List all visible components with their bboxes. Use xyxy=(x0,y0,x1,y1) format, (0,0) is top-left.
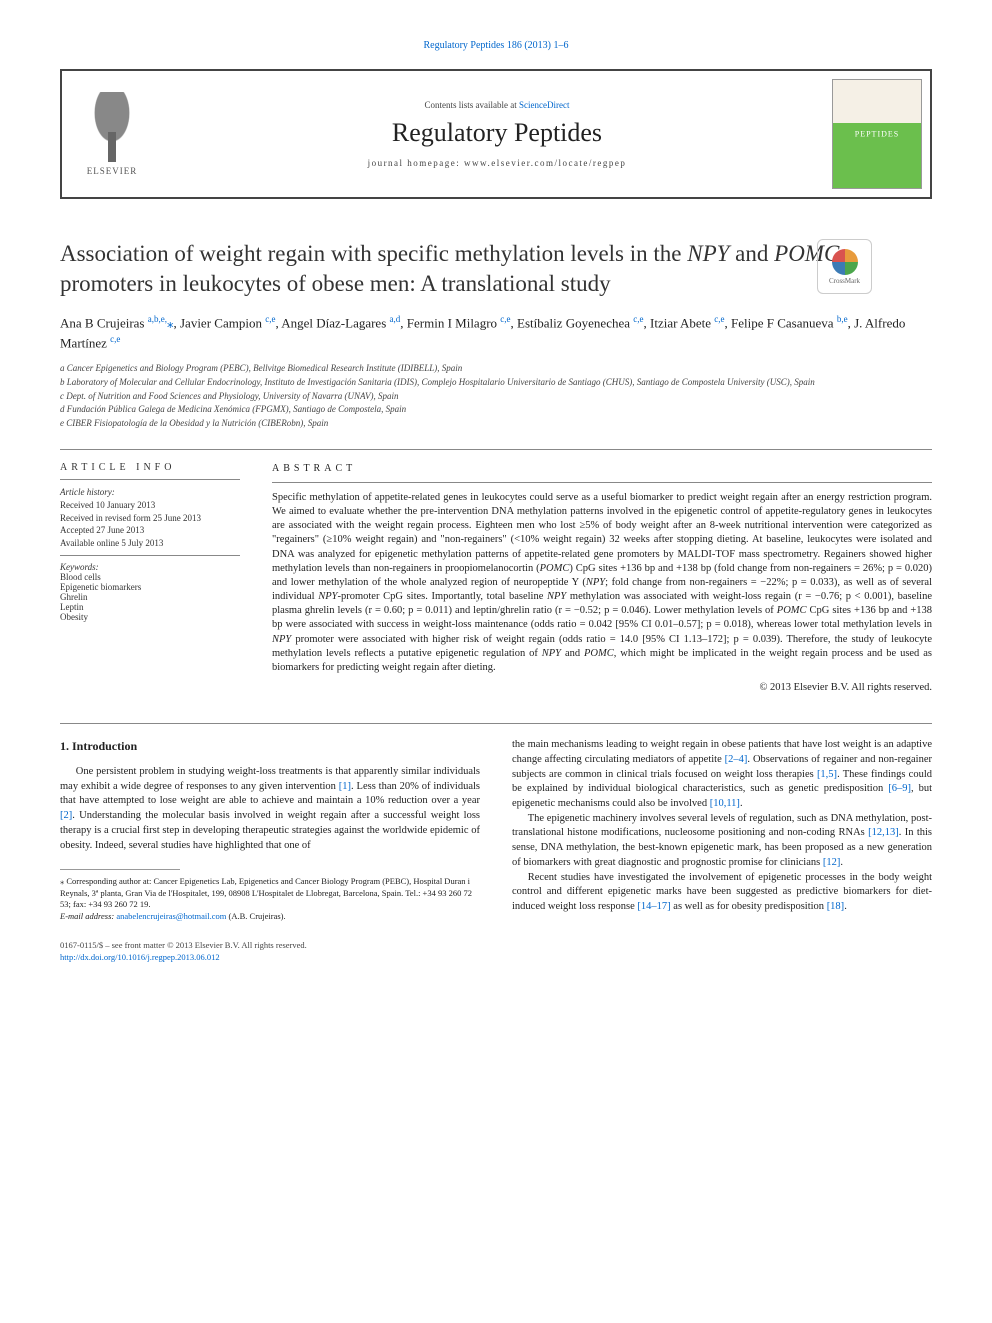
ref-link[interactable]: [2] xyxy=(60,810,72,821)
ref-link[interactable]: [12] xyxy=(823,857,841,868)
journal-homepage: journal homepage: www.elsevier.com/locat… xyxy=(162,158,832,168)
history-line: Available online 5 July 2013 xyxy=(60,537,240,550)
article-info: ARTICLE INFO Article history: Received 1… xyxy=(60,462,240,695)
abstract-heading: ABSTRACT xyxy=(272,462,932,483)
bottom-bar: 0167-0115/$ – see front matter © 2013 El… xyxy=(60,940,480,964)
keywords-label: Keywords: xyxy=(60,562,99,572)
elsevier-label: ELSEVIER xyxy=(87,166,138,176)
contents-line: Contents lists available at ScienceDirec… xyxy=(162,100,832,110)
email-label: E-mail address: xyxy=(60,911,116,921)
elsevier-tree-icon xyxy=(82,92,142,162)
intro-p1: One persistent problem in studying weigh… xyxy=(60,765,480,853)
ref-link[interactable]: [1] xyxy=(339,781,351,792)
keyword: Obesity xyxy=(60,612,240,622)
email-link[interactable]: anabelencrujeiras@hotmail.com xyxy=(116,911,226,921)
ref-link[interactable]: [12,13] xyxy=(868,827,899,838)
affiliation-line: d Fundación Pública Galega de Medicina X… xyxy=(60,403,932,416)
affiliations: a Cancer Epigenetics and Biology Program… xyxy=(60,362,932,429)
ref-link[interactable]: [14–17] xyxy=(637,901,670,912)
abstract: ABSTRACT Specific methylation of appetit… xyxy=(272,462,932,695)
homepage-prefix: journal homepage: xyxy=(368,158,464,168)
journal-header: ELSEVIER Contents lists available at Sci… xyxy=(60,69,932,199)
journal-cover-thumbnail xyxy=(832,79,922,189)
homepage-url[interactable]: www.elsevier.com/locate/regpep xyxy=(464,158,626,168)
elsevier-logo: ELSEVIER xyxy=(62,71,162,197)
affiliation-line: a Cancer Epigenetics and Biology Program… xyxy=(60,362,932,375)
contents-prefix: Contents lists available at xyxy=(425,100,519,110)
article-title: Association of weight regain with specif… xyxy=(60,239,932,299)
history-line: Received in revised form 25 June 2013 xyxy=(60,512,240,525)
journal-citation-link[interactable]: Regulatory Peptides 186 (2013) 1–6 xyxy=(60,40,932,51)
intro-p4: Recent studies have investigated the inv… xyxy=(512,871,932,915)
crossmark-icon xyxy=(832,249,858,275)
ref-link[interactable]: [6–9] xyxy=(888,783,911,794)
crossmark-badge[interactable]: CrossMark xyxy=(817,239,872,294)
body-text: 1. Introduction One persistent problem i… xyxy=(60,723,932,964)
keyword: Blood cells xyxy=(60,572,240,582)
front-matter: 0167-0115/$ – see front matter © 2013 El… xyxy=(60,940,480,952)
history-line: Accepted 27 June 2013 xyxy=(60,524,240,537)
affiliation-line: e CIBER Fisiopatología de la Obesidad y … xyxy=(60,417,932,430)
ref-link[interactable]: [2–4] xyxy=(725,754,748,765)
history-label: Article history: xyxy=(60,487,115,497)
doi-link[interactable]: http://dx.doi.org/10.1016/j.regpep.2013.… xyxy=(60,952,220,962)
intro-p3: The epigenetic machinery involves severa… xyxy=(512,812,932,871)
authors-line: Ana B Crujeiras a,b,e,⁎, Javier Campion … xyxy=(60,313,932,353)
affiliation-line: c Dept. of Nutrition and Food Sciences a… xyxy=(60,390,932,403)
corresponding-author: ⁎ Corresponding author at: Cancer Epigen… xyxy=(60,876,480,910)
email-tail: (A.B. Crujeiras). xyxy=(226,911,285,921)
intro-p2: the main mechanisms leading to weight re… xyxy=(512,738,932,811)
sciencedirect-link[interactable]: ScienceDirect xyxy=(519,100,569,110)
abstract-copyright: © 2013 Elsevier B.V. All rights reserved… xyxy=(272,681,932,695)
keyword: Epigenetic biomarkers xyxy=(60,582,240,592)
journal-title: Regulatory Peptides xyxy=(162,118,832,148)
footnotes: ⁎ Corresponding author at: Cancer Epigen… xyxy=(60,876,480,922)
ref-link[interactable]: [10,11] xyxy=(710,798,740,809)
header-center: Contents lists available at ScienceDirec… xyxy=(162,71,832,197)
ref-link[interactable]: [1,5] xyxy=(817,769,837,780)
history-line: Received 10 January 2013 xyxy=(60,499,240,512)
affiliation-line: b Laboratory of Molecular and Cellular E… xyxy=(60,376,932,389)
crossmark-label: CrossMark xyxy=(829,277,860,285)
section-heading-intro: 1. Introduction xyxy=(60,738,480,755)
keyword: Ghrelin xyxy=(60,592,240,602)
article-info-heading: ARTICLE INFO xyxy=(60,462,240,473)
keyword: Leptin xyxy=(60,602,240,612)
ref-link[interactable]: [18] xyxy=(827,901,845,912)
